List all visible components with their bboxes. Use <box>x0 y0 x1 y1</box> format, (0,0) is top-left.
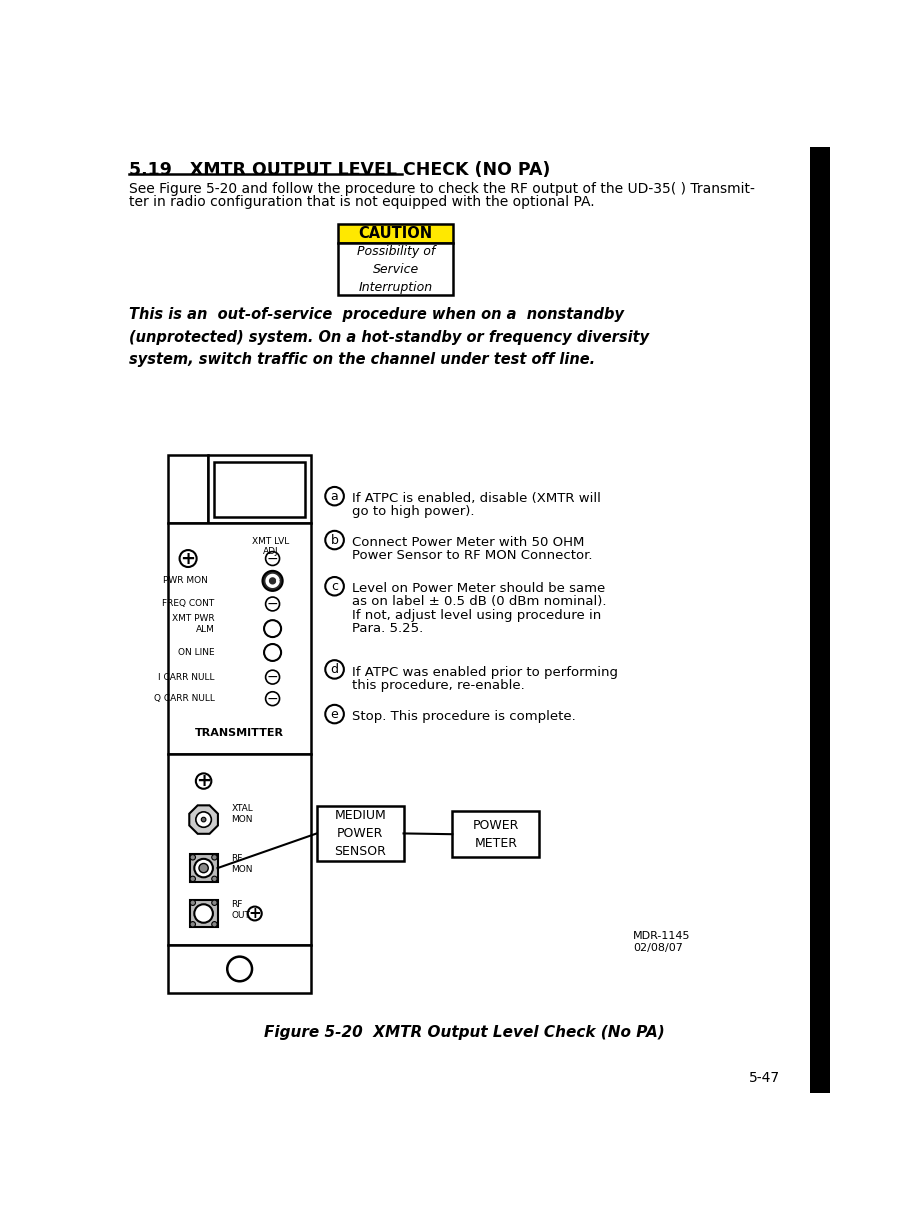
Circle shape <box>190 876 195 882</box>
Polygon shape <box>189 806 218 834</box>
Circle shape <box>212 855 218 860</box>
Text: ON LINE: ON LINE <box>178 648 215 657</box>
Text: this procedure, re-enable.: this procedure, re-enable. <box>351 679 525 691</box>
Circle shape <box>195 812 211 828</box>
Text: CAUTION: CAUTION <box>359 226 432 241</box>
Circle shape <box>195 774 211 788</box>
Bar <box>168 523 312 754</box>
Text: 5-47: 5-47 <box>749 1071 780 1086</box>
Bar <box>168 946 312 992</box>
Text: If ATPC is enabled, disable (XMTR will: If ATPC is enabled, disable (XMTR will <box>351 492 600 505</box>
Circle shape <box>325 488 344 506</box>
Circle shape <box>266 597 279 610</box>
Bar <box>338 225 453 243</box>
Text: Q CARR NULL: Q CARR NULL <box>154 694 215 704</box>
Circle shape <box>190 921 195 927</box>
Bar <box>190 900 218 927</box>
Text: +: + <box>196 772 211 790</box>
Text: MDR-1145
02/08/07: MDR-1145 02/08/07 <box>632 931 691 953</box>
Text: b: b <box>331 533 338 546</box>
Circle shape <box>266 670 279 684</box>
Text: See Figure 5-20 and follow the procedure to check the RF output of the UD-35( ) : See Figure 5-20 and follow the procedure… <box>129 182 755 196</box>
Circle shape <box>190 855 195 860</box>
Text: TRANSMITTER: TRANSMITTER <box>195 727 284 738</box>
Text: Possibility of
Service
Interruption: Possibility of Service Interruption <box>357 244 435 293</box>
Bar <box>208 456 312 523</box>
Text: as on label ± 0.5 dB (0 dBm nominal).: as on label ± 0.5 dB (0 dBm nominal). <box>351 596 606 609</box>
Text: Stop. This procedure is complete.: Stop. This procedure is complete. <box>351 710 575 723</box>
Text: XMT LVL
ADJ: XMT LVL ADJ <box>253 537 290 556</box>
Circle shape <box>325 705 344 723</box>
Text: RF
MON: RF MON <box>231 855 253 874</box>
Text: −: − <box>266 597 278 612</box>
Circle shape <box>212 900 218 905</box>
Text: go to high power).: go to high power). <box>351 506 474 518</box>
Circle shape <box>264 620 281 637</box>
Circle shape <box>195 904 213 922</box>
Text: −: − <box>266 551 278 566</box>
Text: RF
OUT: RF OUT <box>231 900 251 920</box>
Circle shape <box>263 571 283 591</box>
Text: e: e <box>331 707 338 721</box>
Circle shape <box>266 691 279 706</box>
Circle shape <box>190 900 195 905</box>
Bar <box>810 147 833 1093</box>
Text: FREQ CONT: FREQ CONT <box>162 599 215 608</box>
Text: ter in radio configuration that is not equipped with the optional PA.: ter in radio configuration that is not e… <box>129 195 595 209</box>
Text: If ATPC was enabled prior to performing: If ATPC was enabled prior to performing <box>351 666 618 679</box>
Text: +: + <box>248 906 261 921</box>
Text: PWR MON: PWR MON <box>163 576 208 586</box>
Text: Para. 5.25.: Para. 5.25. <box>351 621 423 635</box>
Bar <box>190 855 218 882</box>
Circle shape <box>248 906 262 921</box>
Text: MEDIUM
POWER
SENSOR: MEDIUM POWER SENSOR <box>334 809 386 858</box>
Circle shape <box>325 577 344 596</box>
Text: +: + <box>181 550 195 567</box>
Text: −: − <box>266 670 278 684</box>
Text: I CARR NULL: I CARR NULL <box>158 673 215 682</box>
Text: POWER
METER: POWER METER <box>473 819 519 850</box>
Text: −: − <box>266 691 278 706</box>
Text: d: d <box>331 663 338 675</box>
Bar <box>168 754 312 946</box>
Text: This is an  out-of-service  procedure when on a  nonstandby
(unprotected) system: This is an out-of-service procedure when… <box>129 307 649 367</box>
Circle shape <box>180 550 196 567</box>
Text: If not, adjust level using procedure in: If not, adjust level using procedure in <box>351 609 601 621</box>
Circle shape <box>199 863 208 873</box>
Text: Power Sensor to RF MON Connector.: Power Sensor to RF MON Connector. <box>351 549 592 562</box>
Circle shape <box>266 551 279 565</box>
Text: Connect Power Meter with 50 OHM: Connect Power Meter with 50 OHM <box>351 537 584 549</box>
Circle shape <box>325 661 344 679</box>
Circle shape <box>325 530 344 549</box>
Text: Figure 5-20  XMTR Output Level Check (No PA): Figure 5-20 XMTR Output Level Check (No … <box>264 1025 665 1040</box>
Circle shape <box>212 876 218 882</box>
Bar <box>215 462 305 517</box>
Bar <box>317 806 404 861</box>
Bar <box>453 812 539 857</box>
Text: 5.19   XMTR OUTPUT LEVEL CHECK (NO PA): 5.19 XMTR OUTPUT LEVEL CHECK (NO PA) <box>129 161 550 179</box>
Circle shape <box>227 957 252 981</box>
Text: XMT PWR
ALM: XMT PWR ALM <box>171 614 215 634</box>
Bar <box>168 456 208 523</box>
Circle shape <box>264 643 281 661</box>
Text: a: a <box>331 490 338 502</box>
Text: c: c <box>331 580 338 593</box>
Circle shape <box>212 921 218 927</box>
Circle shape <box>195 858 213 877</box>
Circle shape <box>201 818 206 822</box>
Text: Level on Power Meter should be same: Level on Power Meter should be same <box>351 582 605 596</box>
Text: XTAL
MON: XTAL MON <box>231 804 254 824</box>
Bar <box>338 243 453 295</box>
